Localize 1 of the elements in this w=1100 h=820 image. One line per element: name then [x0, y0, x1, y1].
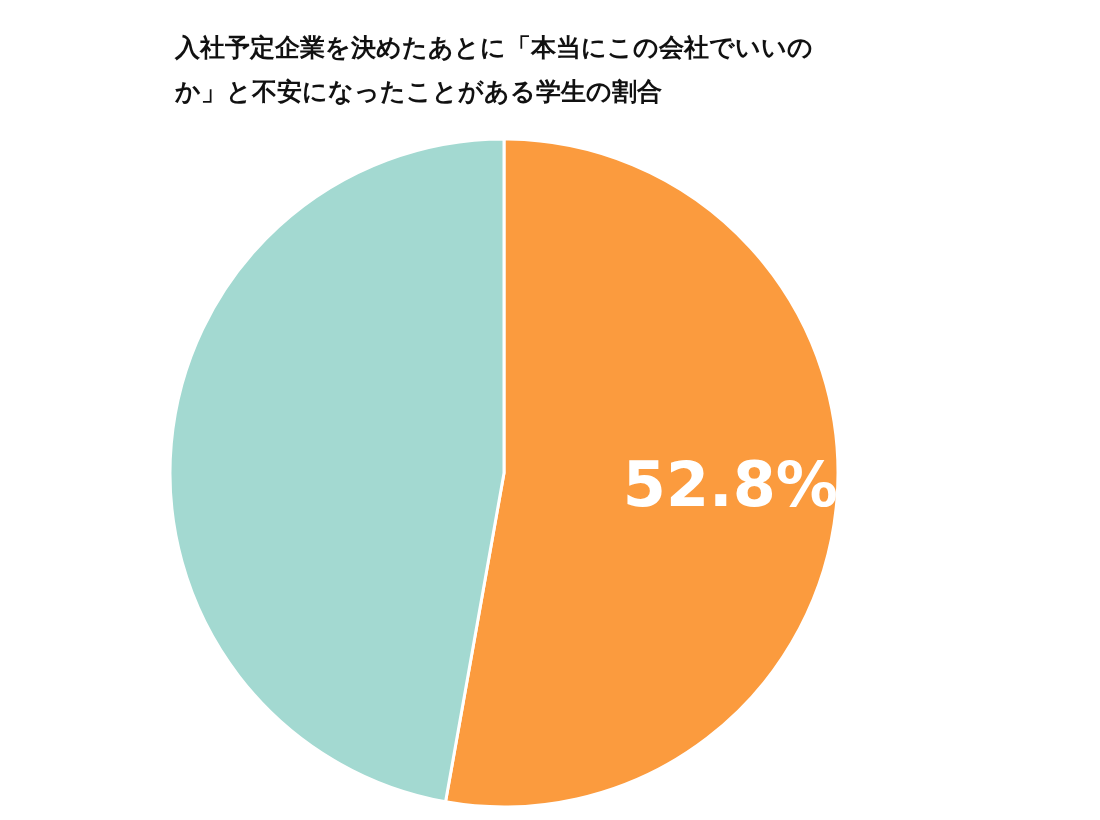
- title: 入社予定企業を決めたあとに「本当にこの会社でいいのか」と不安になったことがある学生の割合: [175, 32, 814, 108]
